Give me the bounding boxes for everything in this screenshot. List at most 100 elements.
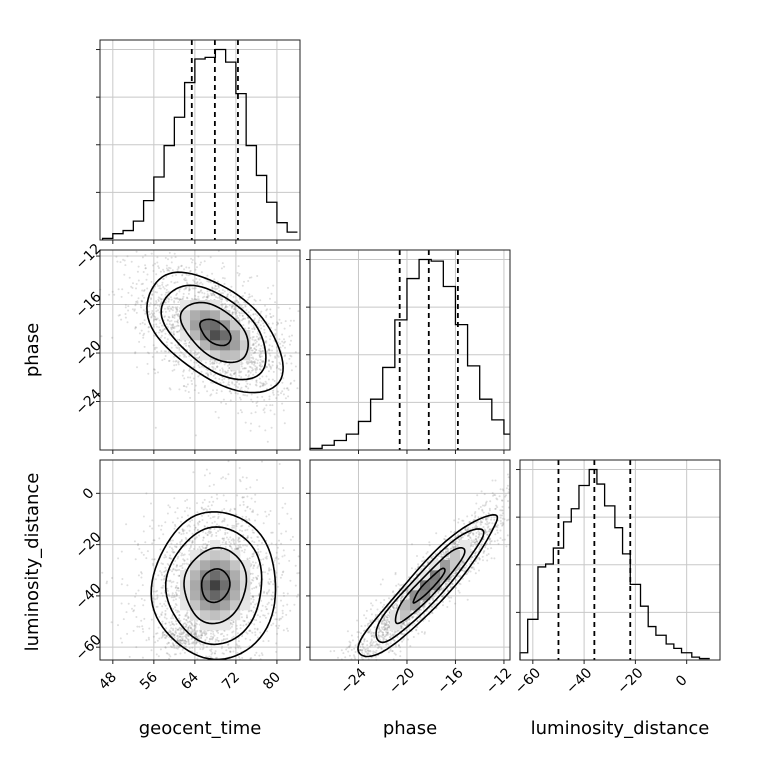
scatter-point	[256, 275, 259, 277]
scatter-point	[172, 327, 175, 329]
scatter-point	[250, 349, 253, 352]
scatter-point	[230, 374, 233, 377]
scatter-point	[211, 365, 214, 368]
scatter-point	[152, 264, 154, 267]
scatter-point	[346, 646, 349, 649]
scatter-point	[248, 557, 251, 560]
scatter-point	[233, 524, 236, 527]
scatter-point	[134, 303, 137, 306]
scatter-point	[221, 303, 224, 306]
scatter-point	[384, 624, 387, 627]
scatter-point	[221, 632, 224, 635]
scatter-point	[268, 513, 270, 516]
scatter-point	[155, 632, 158, 635]
density-cell	[180, 580, 191, 591]
scatter-point	[157, 298, 160, 301]
scatter-point	[183, 342, 186, 345]
scatter-point	[184, 635, 186, 638]
scatter-point	[252, 335, 255, 338]
scatter-point	[174, 511, 177, 514]
density-cell	[200, 610, 211, 621]
scatter-point	[486, 533, 489, 536]
scatter-point	[248, 370, 251, 373]
scatter-point	[163, 350, 166, 353]
scatter-point	[192, 370, 195, 373]
scatter-point	[250, 354, 253, 356]
scatter-point	[237, 640, 240, 643]
scatter-point	[151, 558, 154, 561]
density-cell	[220, 330, 231, 341]
scatter-point	[487, 513, 490, 515]
scatter-point	[194, 298, 197, 301]
scatter-point	[186, 383, 189, 386]
scatter-point	[231, 631, 234, 634]
scatter-point	[180, 628, 183, 631]
scatter-point	[253, 531, 255, 534]
scatter-point	[189, 627, 192, 629]
scatter-point	[187, 640, 190, 643]
scatter-point	[190, 621, 193, 624]
scatter-point	[274, 611, 277, 614]
scatter-point	[250, 609, 253, 612]
scatter-point	[179, 287, 182, 290]
scatter-point	[186, 558, 189, 561]
scatter-point	[254, 339, 257, 341]
scatter-point	[236, 632, 239, 635]
scatter-point	[179, 635, 182, 638]
scatter-point	[141, 584, 144, 587]
scatter-point	[233, 373, 235, 375]
scatter-point	[111, 577, 114, 579]
scatter-point	[229, 542, 232, 545]
scatter-point	[165, 284, 168, 287]
scatter-point	[201, 545, 204, 548]
density-cell	[210, 330, 221, 341]
scatter-point	[211, 362, 213, 364]
scatter-point	[417, 632, 420, 635]
scatter-point	[120, 295, 123, 298]
scatter-point	[180, 639, 183, 642]
scatter-point	[239, 480, 242, 483]
scatter-point	[278, 539, 280, 542]
scatter-point	[203, 630, 205, 633]
scatter-point	[176, 611, 179, 614]
scatter-point	[222, 638, 225, 641]
scatter-point	[168, 251, 171, 254]
scatter-point	[157, 626, 160, 629]
scatter-point	[176, 517, 179, 520]
scatter-point	[123, 273, 126, 276]
scatter-point	[229, 651, 232, 653]
scatter-point	[192, 471, 195, 474]
scatter-point	[174, 568, 177, 571]
scatter-point	[192, 366, 195, 369]
scatter-point	[206, 295, 209, 298]
scatter-point	[275, 618, 278, 621]
scatter-point	[228, 541, 231, 543]
scatter-point	[506, 473, 509, 476]
scatter-point	[156, 594, 159, 597]
scatter-point	[205, 546, 208, 549]
scatter-point	[191, 628, 194, 631]
scatter-point	[281, 612, 284, 615]
scatter-point	[213, 360, 216, 363]
scatter-point	[172, 323, 175, 326]
scatter-point	[158, 267, 160, 269]
scatter-point	[494, 479, 497, 482]
scatter-point	[175, 297, 178, 300]
scatter-point	[143, 289, 146, 291]
scatter-point	[168, 657, 171, 660]
scatter-point	[227, 383, 230, 386]
scatter-point	[100, 335, 103, 338]
scatter-point	[172, 627, 175, 630]
scatter-point	[176, 297, 179, 299]
scatter-point	[140, 576, 143, 579]
scatter-point	[185, 618, 188, 621]
scatter-point	[202, 543, 205, 546]
scatter-point	[190, 350, 193, 353]
scatter-point	[477, 533, 480, 536]
scatter-point	[187, 376, 189, 379]
scatter-point	[257, 338, 260, 341]
scatter-point	[283, 387, 286, 390]
scatter-point	[256, 614, 259, 617]
scatter-point	[191, 541, 194, 544]
scatter-point	[184, 287, 187, 290]
